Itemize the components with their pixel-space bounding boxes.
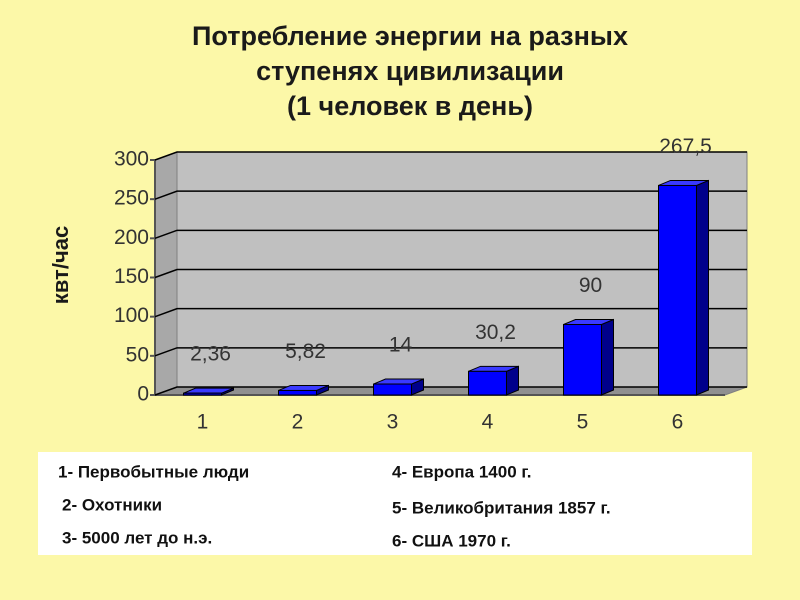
- x-tick-label: 6: [672, 411, 684, 434]
- grid-line: [154, 268, 747, 279]
- bar: [278, 389, 317, 396]
- legend-note: 2- Охотники: [62, 495, 162, 514]
- y-tick-label: 300: [114, 148, 149, 171]
- bar: [468, 370, 507, 396]
- y-axis-label: квт/час: [48, 226, 73, 304]
- y-tick-label: 0: [137, 383, 149, 406]
- grid-line: [154, 307, 747, 318]
- y-tick-label: 50: [126, 343, 149, 366]
- legend-note: 3- 5000 лет до н.э.: [62, 528, 212, 547]
- legend-note: 4- Европа 1400 г.: [392, 462, 532, 481]
- grid-line: [154, 190, 747, 200]
- bar: [373, 383, 412, 396]
- data-label: 90: [579, 274, 602, 297]
- legend-box: [38, 452, 752, 555]
- y-tick-label: 200: [114, 226, 149, 249]
- y-tick-label: 150: [114, 265, 149, 288]
- bar-side: [601, 318, 614, 396]
- x-tick-label: 4: [482, 411, 494, 434]
- bar: [183, 392, 222, 396]
- grid-line: [154, 151, 747, 161]
- legend-note: 5- Великобритания 1857 г.: [392, 498, 611, 517]
- grid-line: [154, 347, 747, 357]
- data-label: 14: [389, 334, 413, 357]
- data-label: 2,36: [190, 343, 231, 366]
- bar-side: [696, 179, 709, 396]
- data-label: 30,2: [475, 321, 516, 344]
- grid-line: [154, 229, 747, 240]
- grid-line: [154, 386, 747, 396]
- legend-note: 1- Первобытные люди: [58, 462, 249, 481]
- chart-title: (1 человек в день): [287, 91, 533, 121]
- x-tick-label: 1: [197, 411, 209, 434]
- x-tick-label: 2: [292, 411, 304, 434]
- y-tick-label: 100: [114, 304, 149, 327]
- bar: [563, 324, 602, 396]
- chart-title: Потребление энергии на разных: [192, 21, 628, 51]
- x-tick-label: 3: [387, 411, 399, 434]
- bar: [658, 184, 697, 396]
- legend-note: 6- США 1970 г.: [392, 531, 511, 550]
- x-tick-label: 5: [577, 411, 589, 434]
- y-tick-label: 250: [114, 187, 149, 210]
- data-label: 5,82: [285, 340, 326, 363]
- chart-title: ступенях цивилизации: [256, 56, 564, 86]
- data-label: 267,5: [659, 135, 712, 158]
